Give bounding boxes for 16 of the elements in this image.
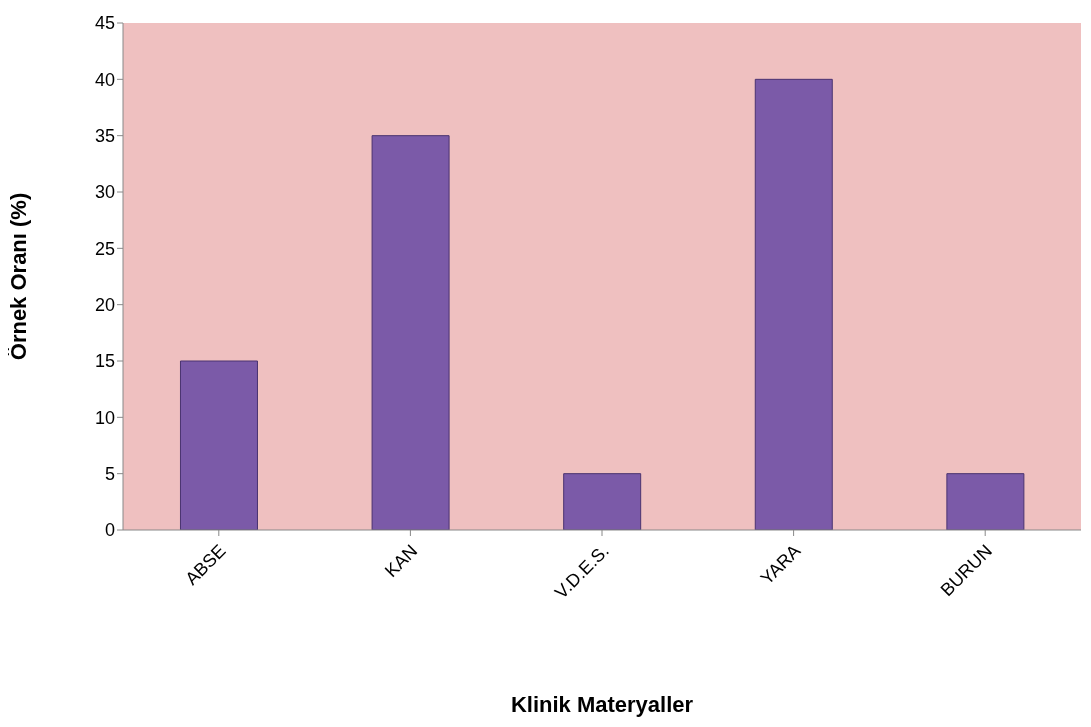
bar: [563, 473, 642, 530]
y-tick-label: 35: [94, 126, 115, 147]
bar: [179, 360, 258, 530]
y-tick-label: 0: [104, 520, 115, 541]
bar: [946, 473, 1025, 530]
y-tick-label: 30: [94, 182, 115, 203]
bar: [754, 78, 833, 530]
y-tick-label: 45: [94, 13, 115, 34]
y-tick-label: 20: [94, 295, 115, 316]
y-tick-label: 5: [104, 464, 115, 485]
x-axis-title: Klinik Materyaller: [510, 692, 694, 717]
y-tick-label: 10: [94, 407, 115, 428]
y-tick-label: 40: [94, 69, 115, 90]
y-tick-label: 15: [94, 351, 115, 372]
bar: [371, 135, 450, 530]
y-tick-label: 25: [94, 238, 115, 259]
